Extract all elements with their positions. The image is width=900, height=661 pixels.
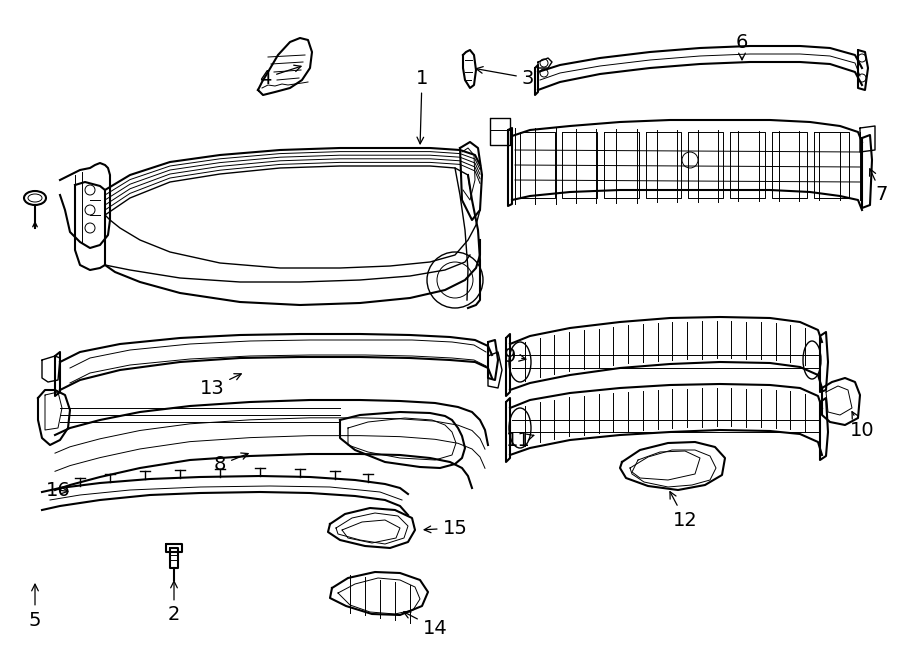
- Text: 13: 13: [200, 373, 241, 397]
- Text: 14: 14: [404, 612, 447, 637]
- Text: 8: 8: [214, 453, 248, 475]
- Text: 16: 16: [46, 481, 70, 500]
- Text: 2: 2: [167, 581, 180, 625]
- Text: 6: 6: [736, 32, 748, 60]
- Text: 3: 3: [476, 67, 535, 87]
- Text: 1: 1: [416, 69, 428, 144]
- Text: 9: 9: [504, 346, 526, 366]
- Text: 4: 4: [259, 65, 301, 87]
- Text: 10: 10: [850, 412, 874, 440]
- Text: 12: 12: [670, 492, 698, 529]
- Text: 15: 15: [424, 518, 467, 537]
- Text: 11: 11: [506, 430, 534, 449]
- Text: 7: 7: [869, 169, 888, 204]
- Text: 5: 5: [29, 584, 41, 629]
